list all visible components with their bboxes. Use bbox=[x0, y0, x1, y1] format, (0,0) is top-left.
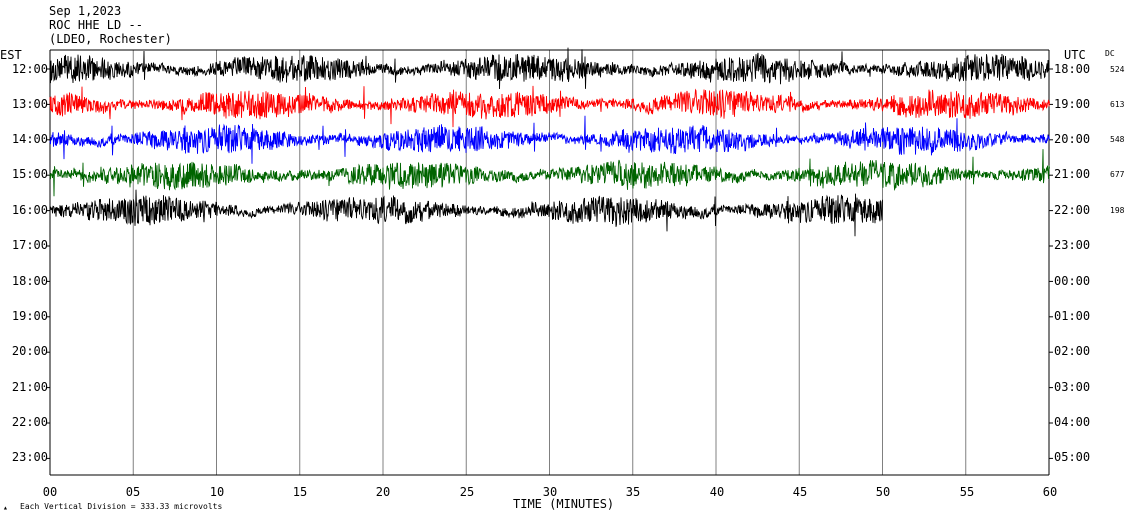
x-tick-label: 60 bbox=[1042, 485, 1058, 499]
seismic-trace bbox=[49, 47, 1050, 90]
est-tick-label: 18:00 bbox=[11, 274, 48, 288]
x-axis-title: TIME (MINUTES) bbox=[513, 497, 615, 511]
utc-tick-label: 18:00 bbox=[1054, 62, 1091, 76]
utc-axis-label: UTC bbox=[1064, 48, 1086, 62]
utc-tick-label: 22:00 bbox=[1054, 203, 1091, 217]
est-tick-label: 23:00 bbox=[11, 450, 48, 464]
x-tick-label: 00 bbox=[42, 485, 58, 499]
x-tick-label: 40 bbox=[709, 485, 725, 499]
dc-value: 548 bbox=[1110, 135, 1125, 144]
x-tick-label: 35 bbox=[625, 485, 641, 499]
station-location: (LDEO, Rochester) bbox=[49, 32, 172, 46]
utc-tick-label: 00:00 bbox=[1054, 274, 1091, 288]
est-tick-label: 16:00 bbox=[11, 203, 48, 217]
utc-tick-label: 01:00 bbox=[1054, 309, 1091, 323]
utc-tick-label: 02:00 bbox=[1054, 344, 1091, 358]
utc-tick-label: 05:00 bbox=[1054, 450, 1091, 464]
x-tick-label: 55 bbox=[959, 485, 975, 499]
seismic-trace bbox=[49, 115, 1050, 164]
x-tick-label: 20 bbox=[375, 485, 391, 499]
utc-tick-label: 20:00 bbox=[1054, 132, 1091, 146]
est-axis-label: EST bbox=[0, 48, 22, 62]
dc-value: 198 bbox=[1110, 206, 1125, 215]
scale-marker-icon: ▴ bbox=[3, 503, 8, 512]
dc-value: 524 bbox=[1110, 65, 1125, 74]
est-tick-label: 22:00 bbox=[11, 415, 48, 429]
est-tick-label: 13:00 bbox=[11, 97, 48, 111]
x-tick-label: 45 bbox=[792, 485, 808, 499]
utc-tick-label: 03:00 bbox=[1054, 380, 1091, 394]
x-tick-label: 50 bbox=[875, 485, 891, 499]
seismic-trace bbox=[49, 85, 1050, 128]
utc-tick-label: 04:00 bbox=[1054, 415, 1091, 429]
utc-tick-label: 23:00 bbox=[1054, 238, 1091, 252]
dc-value: 613 bbox=[1110, 100, 1125, 109]
x-tick-label: 05 bbox=[125, 485, 141, 499]
dc-value: 677 bbox=[1110, 170, 1125, 179]
x-tick-label: 30 bbox=[542, 485, 558, 499]
est-tick-label: 15:00 bbox=[11, 167, 48, 181]
est-tick-label: 14:00 bbox=[11, 132, 48, 146]
dc-label: DC bbox=[1105, 49, 1115, 58]
est-tick-label: 20:00 bbox=[11, 344, 48, 358]
est-tick-label: 17:00 bbox=[11, 238, 48, 252]
utc-tick-label: 19:00 bbox=[1054, 97, 1091, 111]
x-tick-label: 25 bbox=[459, 485, 475, 499]
scale-note: Each Vertical Division = 333.33 microvol… bbox=[20, 502, 223, 511]
est-tick-label: 12:00 bbox=[11, 62, 48, 76]
utc-tick-label: 21:00 bbox=[1054, 167, 1091, 181]
seismic-trace bbox=[49, 149, 1050, 197]
est-tick-label: 21:00 bbox=[11, 380, 48, 394]
date-title: Sep 1,2023 bbox=[49, 4, 122, 18]
seismic-trace bbox=[49, 189, 883, 237]
x-tick-label: 15 bbox=[292, 485, 308, 499]
est-tick-label: 19:00 bbox=[11, 309, 48, 323]
station-code: ROC HHE LD -- bbox=[49, 18, 143, 32]
x-tick-label: 10 bbox=[209, 485, 225, 499]
